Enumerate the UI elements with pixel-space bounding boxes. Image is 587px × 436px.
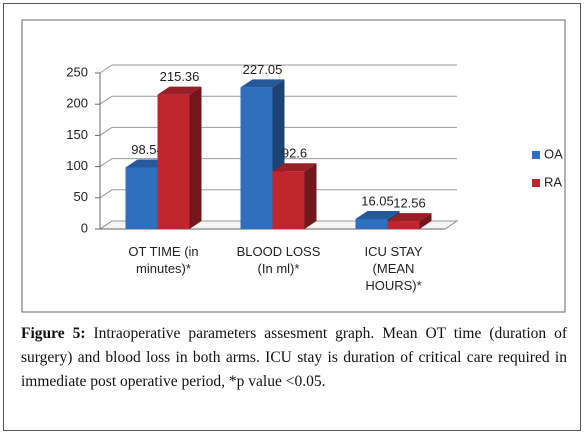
value-label: 92.6	[282, 146, 307, 161]
bar-front	[272, 171, 305, 229]
bar-top	[355, 210, 400, 219]
y-tick-label: 0	[81, 220, 88, 235]
x-tick-label: ICU STAY (MEAN HOURS)*	[364, 244, 423, 293]
bar-top	[157, 86, 202, 95]
bar-front	[125, 167, 158, 229]
grid-line	[99, 126, 457, 136]
y-tick-label: 150	[66, 127, 88, 142]
value-label: 227.05	[243, 62, 283, 77]
figure-frame	[3, 3, 581, 431]
grid-line	[99, 64, 457, 74]
legend-label: RA	[544, 174, 562, 189]
bar-side	[304, 163, 317, 229]
chart-box	[21, 19, 566, 313]
y-tick-label: 250	[66, 64, 88, 79]
grid-line	[99, 189, 457, 199]
y-tick-label: 50	[74, 189, 88, 204]
bar-side	[419, 213, 432, 229]
value-label: 98.54	[131, 142, 164, 157]
legend-label: OA	[544, 146, 563, 161]
value-label: 16.05	[361, 193, 394, 208]
bar-top	[387, 213, 432, 222]
grid-line	[99, 220, 457, 230]
bar-top	[240, 79, 285, 88]
value-label: 12.56	[393, 196, 426, 211]
caption-text: Intraoperative parameters assesment grap…	[21, 325, 568, 390]
grid-line	[99, 158, 457, 168]
caption: Figure 5: Intraoperative parameters asse…	[21, 322, 567, 394]
y-tick-label: 200	[66, 96, 88, 111]
bar-front	[240, 87, 273, 229]
bar-front	[355, 218, 388, 229]
legend-swatch	[532, 179, 540, 187]
caption-label: Figure 5:	[21, 325, 86, 342]
bar-side	[189, 86, 202, 229]
bar-front	[157, 94, 190, 229]
bar-top	[272, 163, 317, 172]
value-label: 215.36	[160, 69, 200, 84]
x-tick-label: OT TIME (in minutes)*	[128, 244, 199, 276]
y-tick-label: 100	[66, 158, 88, 173]
bar-front	[387, 221, 420, 229]
grid-line	[99, 95, 457, 105]
legend-swatch	[532, 151, 540, 159]
x-tick-label: BLOOD LOSS (In ml)*	[236, 244, 321, 276]
